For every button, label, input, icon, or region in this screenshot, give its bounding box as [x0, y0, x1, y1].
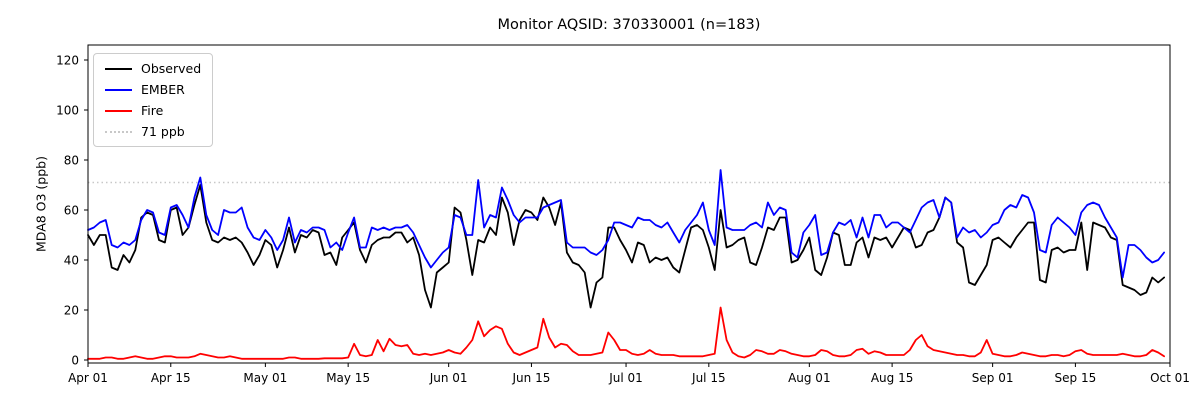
legend-line-sample: [105, 130, 132, 133]
legend: Observed EMBER Fire 71 ppb: [93, 53, 214, 147]
legend-item-ember: EMBER: [105, 82, 201, 97]
x-tick-label: Jul 01: [608, 371, 643, 385]
x-tick-label: May 01: [243, 371, 287, 385]
x-tick-label: Sep 01: [972, 371, 1014, 385]
x-tick-label: Aug 15: [871, 371, 914, 385]
legend-label: EMBER: [141, 82, 185, 97]
legend-label: Fire: [141, 103, 164, 118]
legend-label: Observed: [141, 61, 202, 76]
legend-line-sample: [105, 67, 132, 70]
y-axis-label: MDA8 O3 (ppb): [33, 156, 49, 252]
legend-label: 71 ppb: [141, 124, 185, 139]
legend-item-71-ppb: 71 ppb: [105, 124, 201, 139]
legend-item-fire: Fire: [105, 103, 201, 118]
x-tick-label: Jul 15: [691, 371, 726, 385]
legend-item-observed: Observed: [105, 61, 201, 76]
x-tick-label: Sep 15: [1055, 371, 1097, 385]
y-tick-label: 60: [64, 204, 79, 218]
x-tick-label: Apr 15: [151, 371, 191, 385]
legend-line-sample: [105, 109, 132, 112]
axes-spines: [87, 44, 1171, 364]
y-tick-label: 100: [56, 104, 79, 118]
x-tick-label: Apr 01: [68, 371, 108, 385]
legend-line-sample: [105, 88, 132, 91]
ember-line: [87, 169, 1165, 279]
x-tick-label: Oct 01: [1150, 371, 1190, 385]
observed-line: [87, 184, 1165, 309]
y-tick-label: 40: [64, 254, 79, 268]
x-tick-label: Jun 15: [512, 371, 551, 385]
y-tick-label: 120: [56, 54, 79, 68]
x-tick-label: Aug 01: [788, 371, 831, 385]
fire-line: [87, 306, 1165, 360]
x-tick-label: May 15: [326, 371, 370, 385]
y-tick-label: 80: [64, 154, 79, 168]
y-tick-label: 20: [64, 304, 79, 318]
chart-title: Monitor AQSID: 370330001 (n=183): [497, 17, 761, 33]
x-tick-label: Jun 01: [429, 371, 468, 385]
y-tick-label: 0: [71, 354, 79, 368]
